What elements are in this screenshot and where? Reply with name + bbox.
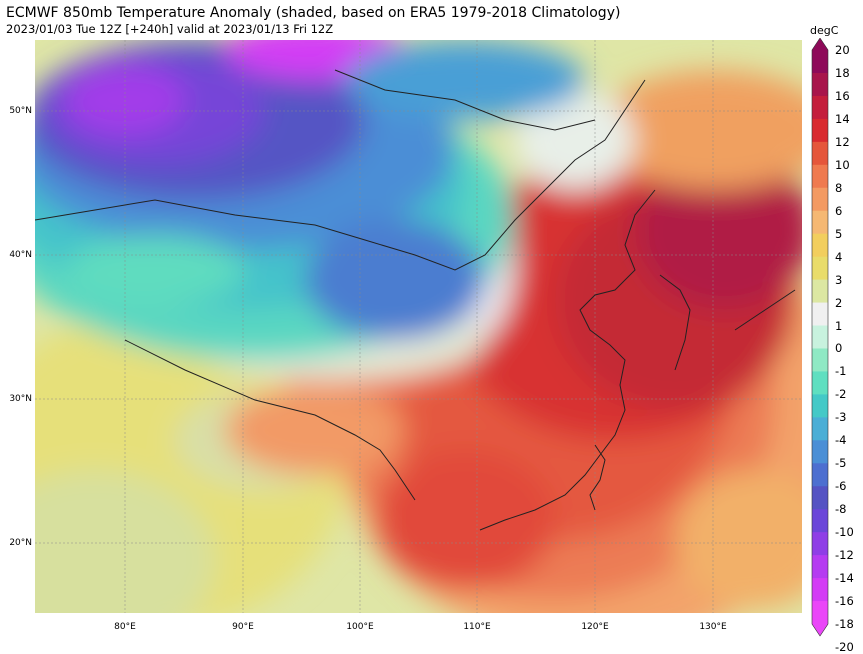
lon-label: 120°E <box>581 622 609 632</box>
colorbar-tick-label: 14 <box>835 111 850 126</box>
colorbar-min-arrow <box>812 624 828 636</box>
colorbar-swatch <box>812 72 828 97</box>
colorbar-tick-label: 1 <box>835 318 843 333</box>
colorbar-swatch <box>812 141 828 166</box>
lat-label: 30°N <box>9 394 32 404</box>
colorbar-swatch <box>812 325 828 349</box>
colorbar-swatch <box>812 555 828 579</box>
chart-title: ECMWF 850mb Temperature Anomaly (shaded,… <box>6 5 621 21</box>
colorbar-tick-label: 5 <box>835 226 843 241</box>
lon-label: 110°E <box>463 622 491 632</box>
colorbar-tick-label: 4 <box>835 249 843 264</box>
colorbar-swatch <box>812 486 828 510</box>
colorbar-swatch <box>812 302 828 327</box>
colorbar-swatch <box>812 532 828 556</box>
colorbar-swatch <box>812 417 828 441</box>
colorbar-tick-label: 8 <box>835 180 843 195</box>
lon-label: 90°E <box>232 622 254 632</box>
colorbar-swatch <box>812 440 828 464</box>
lon-label: 80°E <box>114 622 136 632</box>
colorbar-tick-label: -8 <box>835 502 847 517</box>
lat-label: 50°N <box>9 106 32 116</box>
colorbar-tick-label: -6 <box>835 479 847 494</box>
colorbar-tick-label: 12 <box>835 134 850 149</box>
colorbar-swatch <box>812 463 828 487</box>
chart-subtitle: 2023/01/03 Tue 12Z [+240h] valid at 2023… <box>6 22 334 36</box>
colorbar-max-arrow <box>812 38 828 50</box>
colorbar-tick-label: -4 <box>835 433 847 448</box>
colorbar-swatch <box>812 233 828 258</box>
colorbar-tick-label: -1 <box>835 364 847 379</box>
lon-label: 100°E <box>346 622 374 632</box>
colorbar-tick-label: -16 <box>835 594 854 609</box>
colorbar-tick-label: 0 <box>835 341 843 356</box>
colorbar-tick-label: 3 <box>835 272 843 287</box>
colorbar-swatch <box>812 164 828 189</box>
colorbar-tick-label: -2 <box>835 387 847 402</box>
colorbar-tick-label: 20 <box>835 43 850 57</box>
colorbar-tick-label: 6 <box>835 203 843 218</box>
colorbar <box>811 38 829 637</box>
colorbar-swatch <box>812 210 828 235</box>
colorbar-tick-label: -18 <box>835 617 854 631</box>
colorbar-tick-label: -20 <box>835 639 854 654</box>
colorbar-tick-label: 2 <box>835 295 843 310</box>
lat-label: 20°N <box>9 538 32 548</box>
colorbar-swatch <box>812 279 828 304</box>
colorbar-tick-label: -5 <box>835 456 847 471</box>
colorbar-swatch <box>812 394 828 418</box>
colorbar-tick-label: -10 <box>835 525 854 540</box>
colorbar-swatch <box>812 95 828 120</box>
colorbar-swatch <box>812 601 828 625</box>
temperature-anomaly-map <box>35 40 802 613</box>
colorbar-swatch <box>812 50 828 74</box>
colorbar-swatch <box>812 371 828 395</box>
lat-label: 40°N <box>9 250 32 260</box>
colorbar-swatch <box>812 256 828 281</box>
colorbar-tick-label: -3 <box>835 410 847 425</box>
colorbar-swatch <box>812 118 828 143</box>
colorbar-swatch <box>812 187 828 212</box>
colorbar-tick-label: -14 <box>835 571 854 586</box>
colorbar-tick-label: 16 <box>835 88 850 103</box>
colorbar-swatch <box>812 348 828 372</box>
colorbar-tick-label: -12 <box>835 548 854 563</box>
colorbar-swatch <box>812 509 828 533</box>
colorbar-tick-label: 10 <box>835 157 850 172</box>
colorbar-unit: degC <box>810 24 839 37</box>
colorbar-outline <box>811 38 829 637</box>
lon-label: 130°E <box>699 622 727 632</box>
colorbar-swatch <box>812 578 828 602</box>
colorbar-tick-label: 18 <box>835 65 850 80</box>
